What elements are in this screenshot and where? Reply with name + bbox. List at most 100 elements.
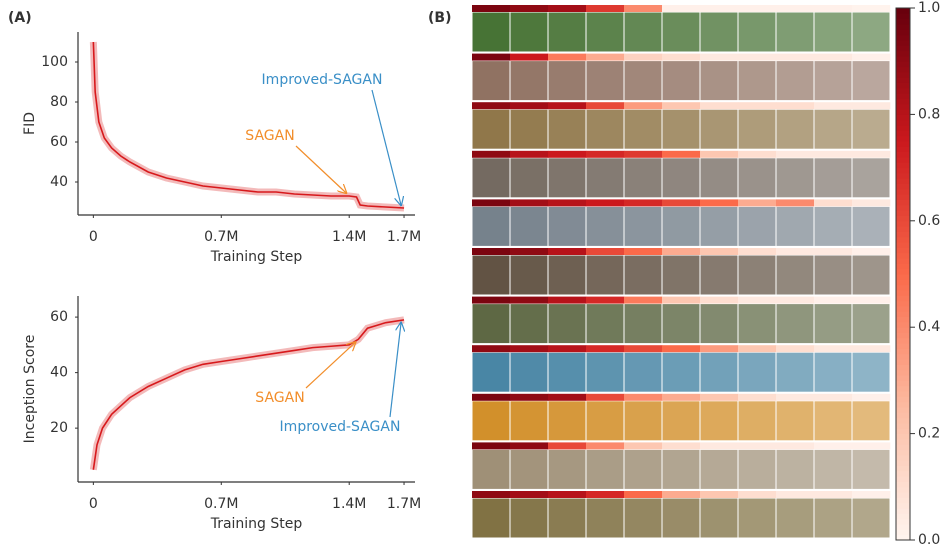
sample-image [624, 12, 662, 52]
colorbar-segment [896, 332, 910, 339]
colorbar-tick-label: 0.6 [918, 213, 940, 229]
sample-image [624, 61, 662, 101]
colorbar-segment [896, 13, 910, 20]
heat-cell [700, 491, 739, 498]
colorbar-segment [896, 337, 910, 344]
colorbar-segment [896, 141, 910, 147]
colorbar-segment [896, 407, 910, 413]
colorbar-segment [896, 55, 910, 62]
sample-image [548, 401, 586, 441]
colorbar-segment [896, 300, 910, 307]
heat-cell [852, 102, 891, 110]
colorbar-tick-label: 0.2 [918, 426, 940, 442]
sample-image [814, 61, 852, 101]
colorbar-segment [896, 226, 910, 232]
heat-cell [776, 102, 815, 110]
sample-image [776, 401, 814, 441]
heat-cell [776, 296, 815, 304]
sample-image [776, 158, 814, 198]
colorbar-segment [896, 82, 910, 89]
sample-image [548, 206, 586, 246]
colorbar-segment [896, 29, 910, 36]
sample-image [548, 498, 586, 538]
sample-image [814, 109, 852, 149]
colorbar-tick-label: 0.4 [918, 319, 940, 335]
heat-cell [700, 102, 739, 110]
colorbar-segment [896, 396, 910, 403]
colorbar-segment [896, 71, 910, 78]
y-tick-label: 100 [41, 54, 68, 70]
colorbar-segment [896, 220, 910, 227]
heat-cell [472, 150, 511, 158]
sample-image [738, 401, 776, 441]
heat-cell [510, 345, 549, 353]
heat-cell [700, 296, 739, 304]
heat-cell [586, 248, 625, 255]
colorbar-segment [896, 146, 910, 153]
heat-cell [662, 150, 701, 158]
colorbar-segment [896, 77, 910, 83]
heat-cell [624, 296, 663, 304]
sample-image [662, 206, 700, 246]
colorbar-segment [896, 194, 910, 201]
colorbar-segment [896, 279, 910, 286]
colorbar-segment [896, 401, 910, 408]
heat-cell [738, 53, 777, 61]
sample-image [586, 61, 624, 101]
heat-cell [510, 102, 549, 110]
heat-cell [510, 393, 549, 401]
colorbar-segment [896, 343, 910, 349]
heat-cell [814, 442, 853, 450]
colorbar-segment [896, 263, 910, 270]
sample-image [776, 449, 814, 489]
sample-image [472, 158, 510, 198]
sample-image [776, 206, 814, 246]
sample-image [586, 206, 624, 246]
annotation-arrow [389, 323, 401, 418]
colorbar-segment [896, 534, 910, 541]
annotation-arrow [371, 89, 401, 205]
sample-image [776, 12, 814, 52]
x-tick-label: 0 [89, 229, 98, 245]
heat-cell [662, 491, 701, 498]
colorbar-segment [896, 18, 910, 25]
colorbar-segment [896, 364, 910, 371]
sample-image [624, 109, 662, 149]
colorbar-segment [896, 316, 910, 323]
sample-image [548, 158, 586, 198]
colorbar-segment [896, 199, 910, 206]
colorbar-segment [896, 236, 910, 243]
sample-image [814, 206, 852, 246]
annotation: Improved-SAGAN [280, 419, 401, 435]
y-tick-label: 40 [50, 174, 68, 190]
line-band [89, 316, 405, 471]
colorbar-frame [895, 7, 911, 541]
heat-cell [548, 199, 587, 207]
sample-image [510, 449, 548, 489]
heat-cell [776, 53, 815, 61]
sample-image [472, 255, 510, 295]
heat-cell [586, 491, 625, 498]
heat-cell [738, 248, 777, 255]
annotation-arrow [305, 342, 355, 389]
heat-cell [738, 5, 777, 12]
sample-image [472, 498, 510, 538]
colorbar-segment [896, 45, 910, 52]
sample-image [776, 109, 814, 149]
sample-image [624, 352, 662, 392]
heat-cell [548, 296, 587, 304]
sample-image [472, 352, 510, 392]
panel-label: (A) [8, 10, 32, 26]
heat-cell [472, 442, 511, 450]
colorbar-segment [896, 422, 910, 429]
colorbar-segment [896, 348, 910, 355]
sample-image [738, 255, 776, 295]
x-tick-label: 1.7M [387, 229, 421, 245]
heat-cell [852, 248, 891, 255]
sample-image [548, 352, 586, 392]
heat-cell [814, 296, 853, 304]
sample-image [624, 449, 662, 489]
y-tick-label: 20 [50, 420, 68, 436]
sample-image [852, 255, 890, 295]
sample-image [472, 61, 510, 101]
